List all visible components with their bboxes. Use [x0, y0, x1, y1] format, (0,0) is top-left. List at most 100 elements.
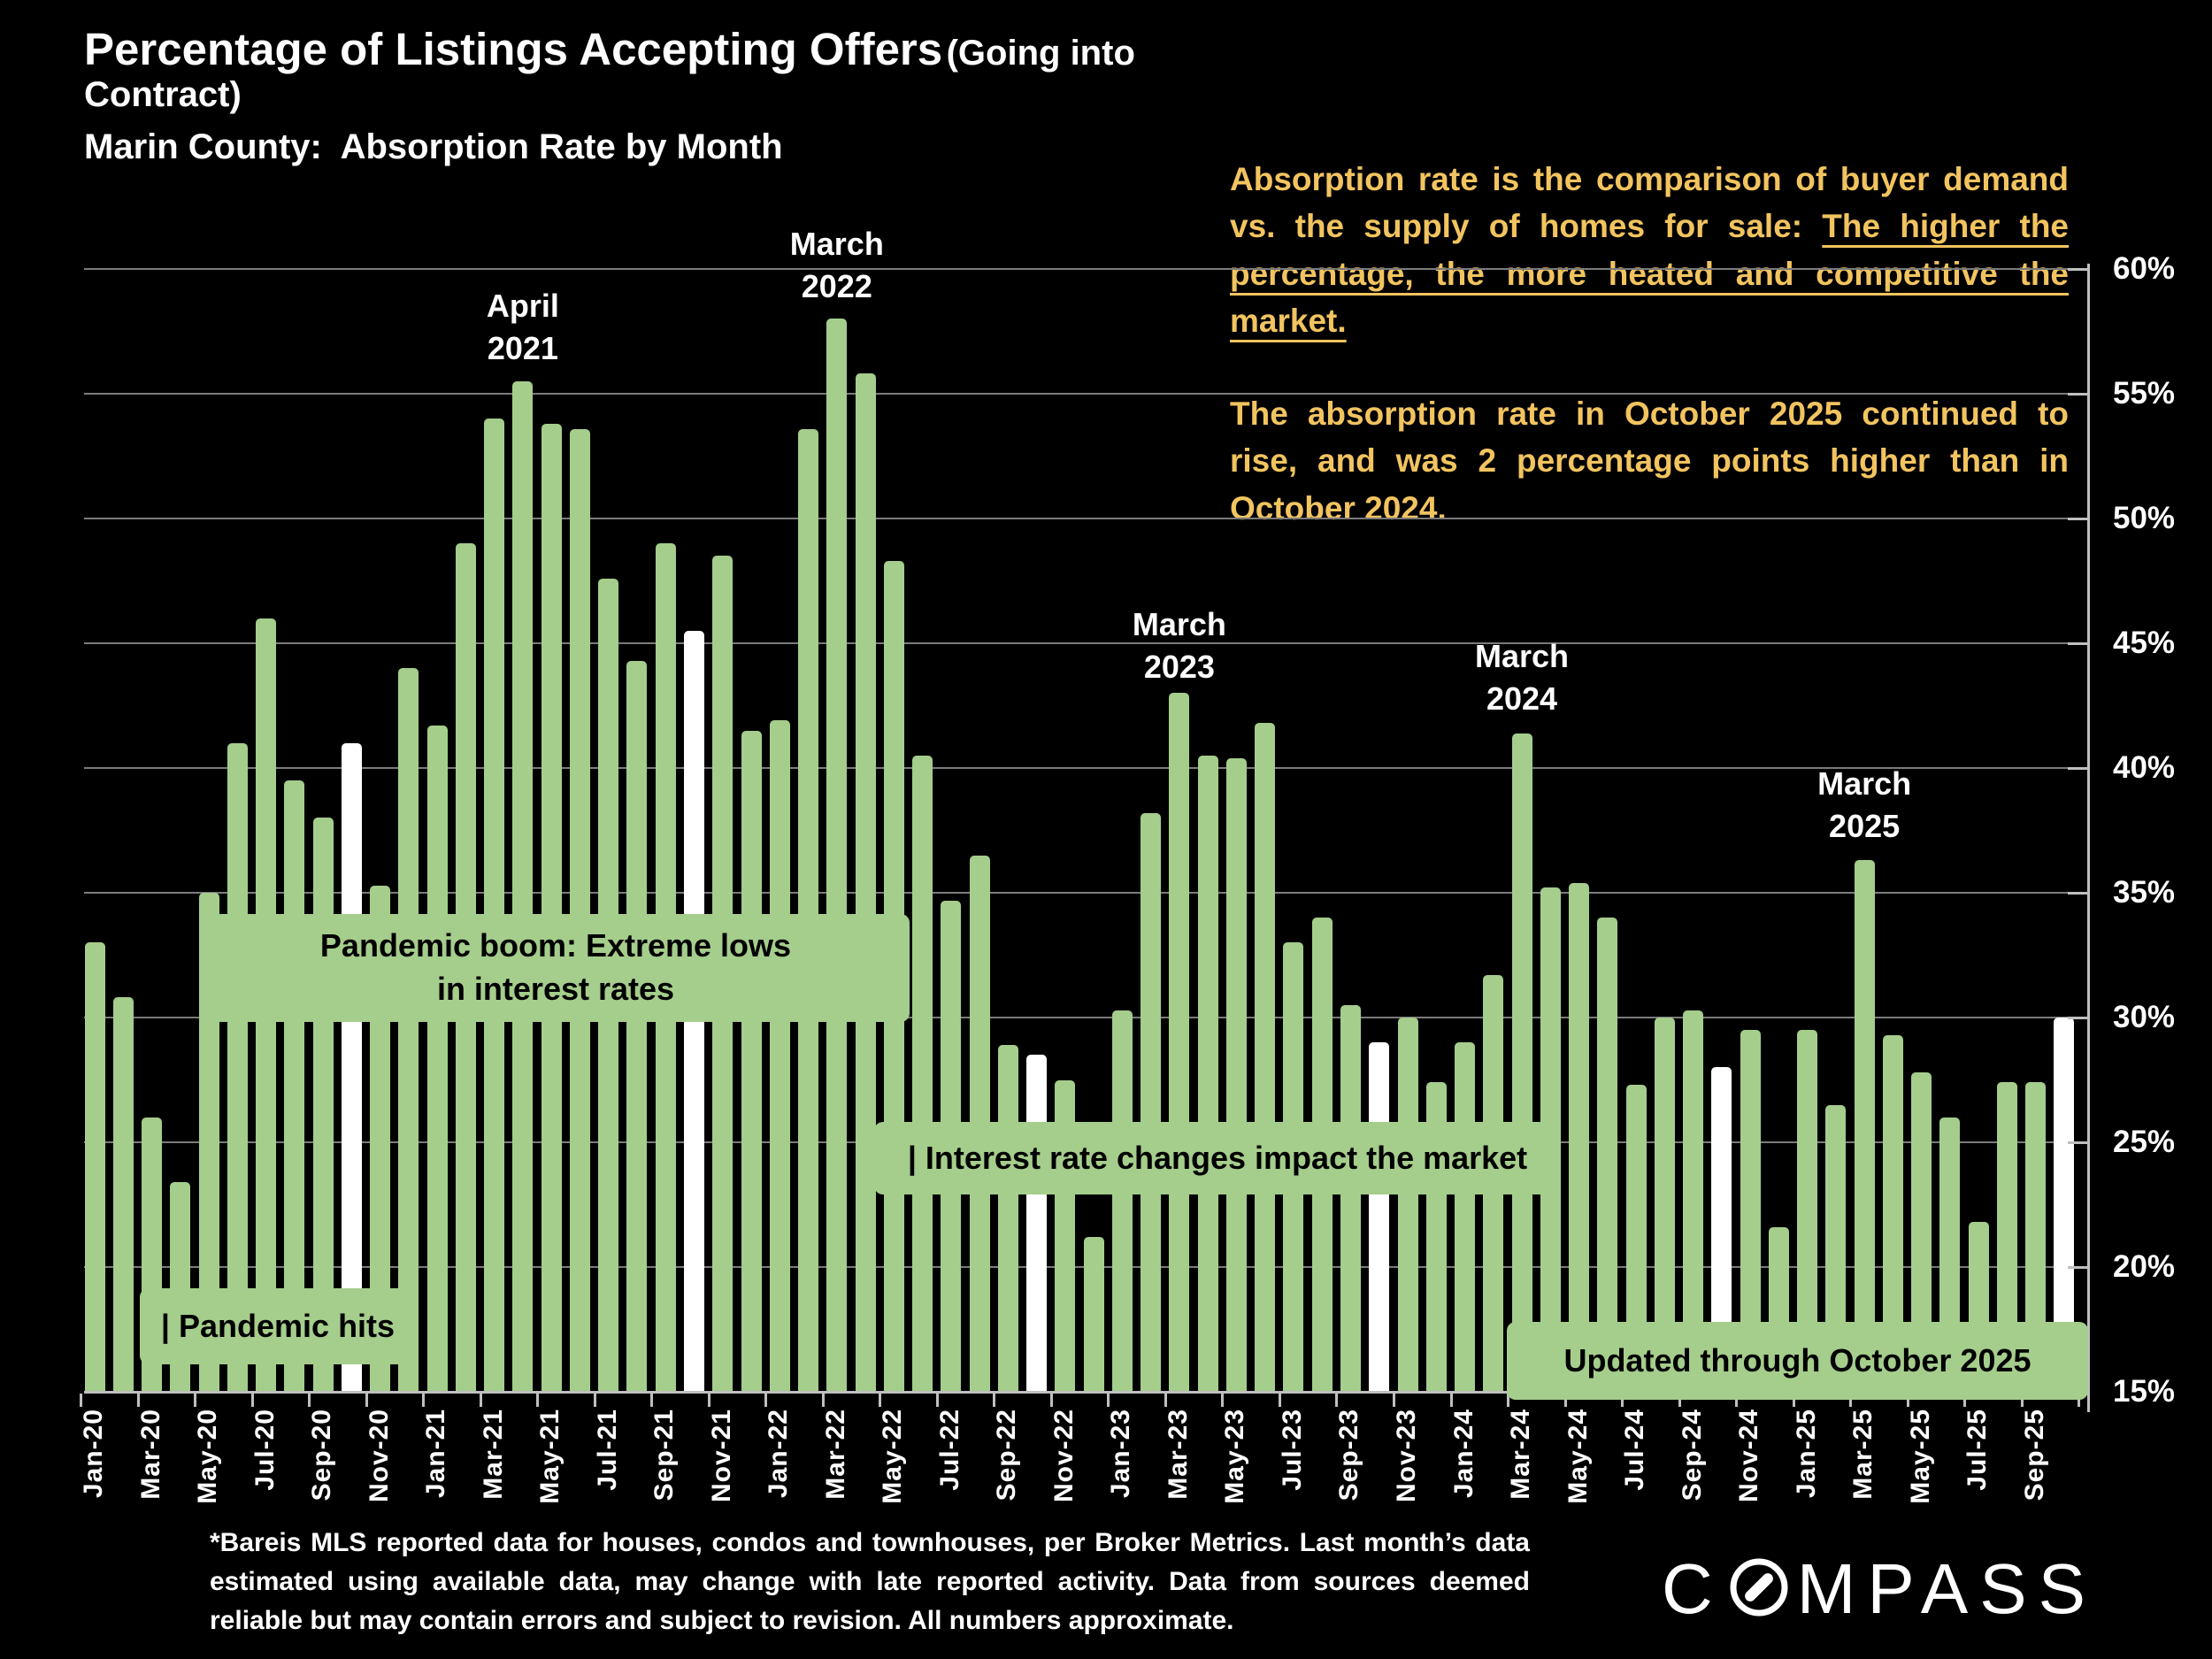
y-tick-label-55: 55%	[2113, 376, 2176, 411]
callout-rate-changes: | Interest rate changes impact the marke…	[874, 1122, 1561, 1194]
x-axis-tick	[1849, 1394, 1853, 1407]
bar-Dec-20	[398, 668, 419, 1392]
bar-Jun-21	[569, 428, 590, 1392]
x-axis-tick	[194, 1394, 196, 1407]
gridline-50	[84, 518, 2088, 519]
x-tick-label-Jan-21: Jan-21	[421, 1409, 451, 1499]
bar-Apr-22	[855, 373, 876, 1392]
x-tick-label-Nov-24: Nov-24	[1734, 1409, 1764, 1503]
commentary-paragraph-1: Absorption rate is the comparison of buy…	[1230, 156, 2069, 344]
y-tick-label-40: 40%	[2113, 750, 2176, 785]
x-tick-label-Jul-25: Jul-25	[1962, 1409, 1993, 1491]
commentary-p1-underlined: The higher the percentage, the more heat…	[1230, 208, 2070, 339]
x-tick-label-Sep-25: Sep-25	[2019, 1409, 2049, 1502]
bar-Oct-23	[1369, 1042, 1390, 1392]
annotation-march-2023: March 2023	[1132, 606, 1226, 685]
x-axis-tick	[365, 1394, 368, 1407]
bar-Jan-22	[769, 720, 790, 1392]
footnote: *Bareis MLS reported data for houses, co…	[210, 1528, 1530, 1636]
x-tick-label-Jul-23: Jul-23	[1277, 1409, 1307, 1491]
x-tick-label-Sep-24: Sep-24	[1677, 1409, 1707, 1502]
x-tick-label-May-20: May-20	[193, 1409, 222, 1504]
commentary-paragraph-2: The absorption rate in October 2025 cont…	[1230, 396, 2069, 526]
y-axis-tick-30	[2068, 1017, 2089, 1019]
bar-Oct-24	[1711, 1067, 1732, 1392]
x-tick-label-Nov-21: Nov-21	[706, 1409, 736, 1503]
bar-Mar-24	[1511, 733, 1532, 1392]
x-axis-tick	[422, 1394, 426, 1407]
page-title-paren: (Going into Contract)	[84, 34, 1135, 114]
y-axis-tick-55	[2068, 393, 2089, 396]
bar-Oct-22	[1026, 1055, 1048, 1392]
y-axis-tick-35	[2068, 892, 2089, 895]
x-tick-label-Jan-25: Jan-25	[1791, 1409, 1821, 1499]
x-tick-label-Mar-20: Mar-20	[135, 1409, 165, 1500]
callout-updated-through: Updated through October 2025	[1507, 1322, 2088, 1400]
bar-Sep-25	[2025, 1082, 2047, 1392]
bar-Jun-22	[912, 755, 933, 1392]
x-tick-label-Nov-20: Nov-20	[364, 1409, 394, 1503]
y-axis-tick-20	[2068, 1266, 2089, 1269]
y-tick-label-45: 45%	[2113, 626, 2176, 660]
y-axis-tick-25	[2068, 1141, 2089, 1144]
x-tick-label-Jul-22: Jul-22	[934, 1409, 964, 1491]
x-axis-tick	[1107, 1394, 1110, 1407]
bar-Oct-20	[341, 742, 362, 1392]
x-tick-label-May-23: May-23	[1220, 1409, 1250, 1504]
bar-Jan-21	[426, 726, 448, 1392]
page-subtitle: Marin County: Absorption Rate by Month	[84, 127, 783, 166]
bar-Dec-22	[1083, 1237, 1104, 1392]
x-axis-tick	[1563, 1394, 1567, 1407]
x-axis-tick	[1164, 1394, 1167, 1407]
bar-Feb-20	[112, 997, 134, 1392]
commentary-panel: Absorption rate is the comparison of buy…	[1230, 156, 2069, 578]
x-axis-tick	[593, 1394, 596, 1407]
gridline-60	[84, 268, 2088, 270]
x-tick-label-Sep-20: Sep-20	[307, 1409, 337, 1502]
x-axis-tick	[536, 1394, 540, 1407]
x-axis-tick	[1792, 1394, 1795, 1407]
x-axis-tick	[80, 1394, 82, 1407]
bar-Jan-24	[1455, 1042, 1475, 1392]
x-axis-tick	[1678, 1394, 1681, 1407]
annotation-march-2025: March 2025	[1817, 765, 1912, 844]
bar-Mar-22	[826, 319, 848, 1392]
x-axis-tick	[1221, 1394, 1225, 1407]
bar-Sep-24	[1683, 1010, 1704, 1392]
x-axis-tick	[650, 1394, 654, 1407]
y-tick-label-25: 25%	[2113, 1125, 2176, 1159]
bar-Jul-24	[1625, 1085, 1647, 1392]
x-axis-tick	[1963, 1394, 1967, 1407]
x-axis-tick	[1393, 1394, 1395, 1407]
x-axis-tick	[1507, 1394, 1509, 1407]
x-tick-label-Jan-22: Jan-22	[764, 1409, 794, 1499]
x-axis-tick	[1449, 1394, 1453, 1407]
x-tick-label-May-25: May-25	[1905, 1409, 1935, 1504]
x-tick-label-Jan-24: Jan-24	[1448, 1409, 1479, 1499]
x-tick-label-Mar-23: Mar-23	[1163, 1409, 1193, 1500]
x-axis-tick	[1621, 1394, 1624, 1407]
bar-May-23	[1225, 757, 1247, 1392]
x-tick-label-Sep-21: Sep-21	[649, 1409, 680, 1502]
bar-Sep-23	[1340, 1004, 1361, 1392]
x-axis-tick	[1278, 1394, 1281, 1407]
bar-Apr-23	[1197, 755, 1218, 1392]
annotation-march-2022: March 2022	[789, 226, 884, 304]
x-tick-label-Mar-21: Mar-21	[478, 1409, 508, 1500]
y-axis-tick-60	[2068, 268, 2089, 271]
x-axis-line	[84, 1391, 2090, 1394]
bar-Nov-24	[1740, 1030, 1761, 1392]
compass-logo-suffix: MPASS	[1796, 1549, 2097, 1628]
x-tick-label-Jul-20: Jul-20	[250, 1409, 280, 1491]
x-tick-label-Mar-24: Mar-24	[1506, 1409, 1535, 1500]
y-tick-label-30: 30%	[2113, 1000, 2176, 1034]
bar-Apr-21	[512, 380, 534, 1392]
callout-pandemic-boom: Pandemic boom: Extreme lows in interest r…	[202, 914, 910, 1022]
bar-May-21	[541, 423, 562, 1392]
bar-Jan-23	[1111, 1010, 1133, 1392]
x-axis-tick	[707, 1394, 710, 1407]
x-tick-label-Nov-23: Nov-23	[1392, 1409, 1421, 1503]
x-axis-tick	[479, 1394, 482, 1407]
